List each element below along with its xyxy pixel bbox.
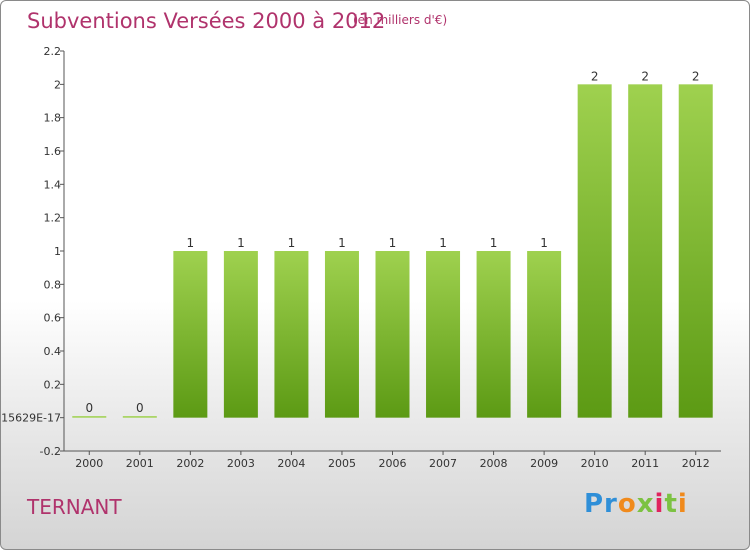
x-tick-label: 2003 <box>227 457 255 470</box>
bar <box>274 251 309 418</box>
bar <box>173 251 208 418</box>
data-label: 1 <box>288 236 296 250</box>
y-tick-label: 0.8 <box>44 278 62 291</box>
bar <box>324 251 359 418</box>
chart-unit: (en milliers d'€) <box>353 13 448 27</box>
y-tick-label: 1.6 <box>44 145 62 158</box>
bar <box>223 251 258 418</box>
x-tick-label: 2012 <box>682 457 710 470</box>
bar <box>476 251 511 418</box>
data-label: 1 <box>540 236 548 250</box>
x-tick-label: 2010 <box>581 457 609 470</box>
y-tick-label: -1.15629E-17 <box>1 412 61 425</box>
x-tick-label: 2011 <box>631 457 659 470</box>
x-tick-label: 2009 <box>530 457 558 470</box>
y-tick-label: 0.4 <box>44 345 62 358</box>
bar <box>527 251 562 418</box>
bar <box>375 251 410 418</box>
chart-title: Subventions Versées 2000 à 2012 <box>27 9 386 33</box>
data-label: 2 <box>591 69 599 83</box>
bar <box>426 251 461 418</box>
y-tick-label: 1.4 <box>44 178 62 191</box>
data-label: 1 <box>187 236 195 250</box>
y-tick-label: -0.2 <box>40 445 61 458</box>
data-label: 2 <box>641 69 649 83</box>
x-tick-label: 2002 <box>176 457 204 470</box>
y-tick-label: 0.2 <box>44 378 62 391</box>
data-label: 0 <box>85 401 93 415</box>
bar <box>577 84 612 418</box>
x-tick-label: 2008 <box>480 457 508 470</box>
bar <box>72 416 107 418</box>
x-tick-label: 2000 <box>75 457 103 470</box>
y-tick-label: 2 <box>54 78 61 91</box>
bar <box>122 416 157 418</box>
x-tick-label: 2006 <box>379 457 407 470</box>
y-tick-label: 0.6 <box>44 312 62 325</box>
x-tick-label: 2005 <box>328 457 356 470</box>
x-tick-label: 2001 <box>126 457 154 470</box>
data-label: 2 <box>692 69 700 83</box>
data-label: 0 <box>136 401 144 415</box>
data-label: 1 <box>439 236 447 250</box>
y-tick-label: 1.2 <box>44 212 62 225</box>
x-tick-label: 2007 <box>429 457 457 470</box>
data-label: 1 <box>490 236 498 250</box>
y-tick-label: 2.2 <box>44 45 62 58</box>
place-name: TERNANT <box>27 495 122 519</box>
data-label: 1 <box>338 236 346 250</box>
y-tick-label: 1.8 <box>44 112 62 125</box>
bar <box>628 84 663 418</box>
proxiti-logo: Proxiti <box>584 489 688 519</box>
y-tick-label: 1 <box>54 245 61 258</box>
data-label: 1 <box>389 236 397 250</box>
bar <box>678 84 713 418</box>
data-label: 1 <box>237 236 245 250</box>
x-tick-label: 2004 <box>277 457 305 470</box>
